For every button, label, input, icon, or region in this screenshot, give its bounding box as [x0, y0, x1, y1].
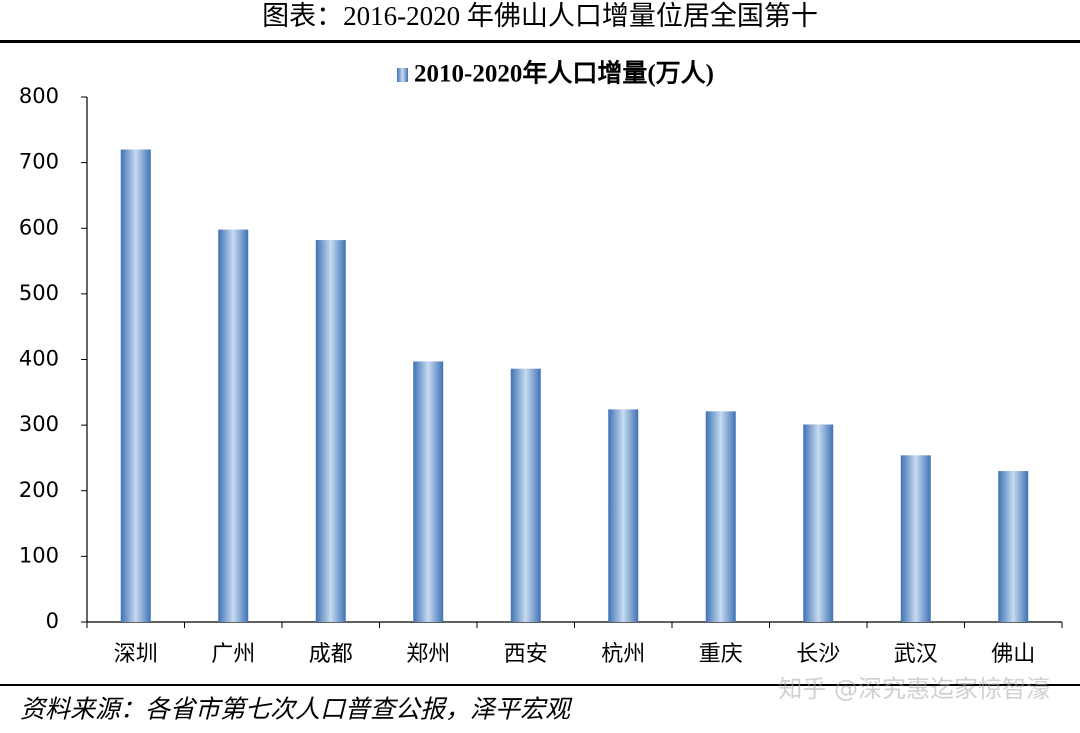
y-tick-label: 200	[19, 478, 59, 502]
y-tick-label: 800	[19, 84, 59, 108]
bar	[900, 455, 931, 622]
x-tick-label: 武汉	[894, 641, 938, 666]
x-tick-label: 郑州	[406, 641, 450, 666]
bar	[803, 424, 834, 622]
bar	[608, 409, 639, 622]
bar	[413, 361, 444, 622]
bar	[510, 368, 541, 622]
bottom-rule	[0, 684, 1080, 686]
watermark: 知乎 @深究惠迄家惊智濠	[778, 675, 1050, 703]
bar	[315, 240, 346, 622]
legend-label: 2010-2020年人口增量(万人)	[414, 59, 714, 88]
y-tick-label: 500	[19, 281, 59, 305]
y-tick-label: 300	[19, 412, 59, 436]
bar	[120, 149, 151, 622]
bar	[998, 471, 1029, 622]
chart-title: 图表：2016-2020 年佛山人口增量位居全国第十	[262, 1, 818, 31]
y-tick-label: 0	[46, 609, 59, 633]
x-tick-label: 长沙	[796, 641, 840, 666]
y-tick-label: 700	[19, 150, 59, 174]
x-tick-label: 成都	[309, 641, 353, 666]
legend-swatch	[397, 68, 408, 82]
x-tick-label: 重庆	[699, 641, 743, 666]
bar	[218, 229, 249, 622]
x-tick-label: 杭州	[601, 641, 645, 666]
x-tick-label: 深圳	[114, 641, 158, 666]
top-rule	[0, 40, 1080, 43]
y-tick-label: 400	[19, 347, 59, 371]
x-tick-label: 广州	[211, 641, 255, 666]
bar	[705, 411, 736, 622]
x-tick-label: 西安	[504, 641, 548, 666]
x-tick-label: 佛山	[991, 641, 1035, 666]
source-note: 资料来源：各省市第七次人口普查公报，泽平宏观	[20, 696, 573, 724]
y-tick-label: 600	[19, 215, 59, 239]
y-tick-label: 100	[19, 543, 59, 567]
